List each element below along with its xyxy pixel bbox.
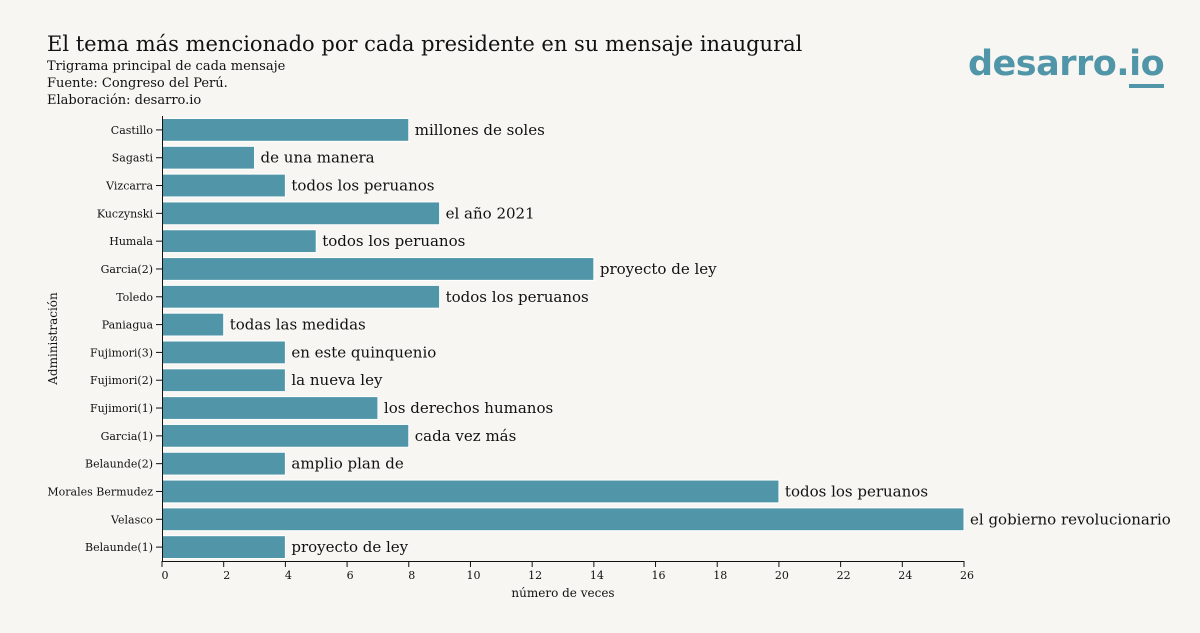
bar <box>161 284 441 309</box>
y-tick-label: Garcia(1) <box>101 430 153 443</box>
chart-credit: Elaboración: desarro.io <box>47 93 202 108</box>
chart-title: El tema más mencionado por cada presiden… <box>47 32 803 56</box>
bar <box>161 229 317 254</box>
bar <box>161 535 286 559</box>
x-tick-label: 0 <box>162 569 169 582</box>
y-tick-label: Fujimori(3) <box>90 346 153 359</box>
x-tick-label: 26 <box>960 569 974 582</box>
bar-data-label: proyecto de ley <box>291 538 408 556</box>
logo-main: desarro. <box>968 44 1130 84</box>
x-tick-label: 12 <box>528 569 542 582</box>
y-axis-title: Administración <box>46 292 60 386</box>
x-tick-label: 22 <box>837 569 851 582</box>
x-tick-label: 14 <box>590 569 604 582</box>
x-tick-label: 18 <box>713 569 727 582</box>
bar-data-label: cada vez más <box>415 427 517 445</box>
bar-data-label: el año 2021 <box>446 204 535 222</box>
x-axis-title: número de veces <box>511 586 614 600</box>
bar-data-label: proyecto de ley <box>600 260 717 278</box>
chart-subtitle: Trigrama principal de cada mensaje <box>47 59 286 74</box>
x-tick-label: 24 <box>898 569 912 582</box>
x-tick-label: 2 <box>223 569 230 582</box>
bar-data-label: todos los peruanos <box>322 232 465 250</box>
logo-suffix: io <box>1129 44 1165 88</box>
bar <box>161 451 286 476</box>
bar-data-label: todos los peruanos <box>446 288 589 306</box>
y-tick-label: Kuczynski <box>97 207 154 220</box>
y-tick-label: Fujimori(2) <box>90 374 153 387</box>
y-tick-label: Sagasti <box>112 152 154 165</box>
y-tick-label: Humala <box>109 235 153 248</box>
bar-data-label: los derechos humanos <box>384 399 553 417</box>
y-tick-label: Castillo <box>111 124 154 137</box>
bar <box>161 257 595 281</box>
bar-data-label: todos los peruanos <box>291 177 434 195</box>
y-tick-label: Vizcarra <box>105 180 153 193</box>
desarro-logo: desarro.io <box>968 44 1165 88</box>
y-tick-label: Belaunde(1) <box>85 541 153 554</box>
bar-data-label: el gobierno revolucionario <box>970 510 1171 528</box>
x-tick-label: 6 <box>347 569 354 582</box>
bar-data-label: la nueva ley <box>291 371 383 389</box>
x-tick-label: 16 <box>652 569 666 582</box>
bar-data-label: millones de soles <box>415 121 545 139</box>
x-tick-label: 4 <box>285 569 292 582</box>
bar <box>161 396 379 420</box>
bar <box>161 118 410 142</box>
y-tick-label: Toledo <box>116 291 153 304</box>
chart-source: Fuente: Congreso del Perú. <box>47 76 228 91</box>
bar <box>161 201 441 226</box>
y-tick-label: Garcia(2) <box>101 263 153 276</box>
x-tick-label: 20 <box>775 569 789 582</box>
bar <box>161 368 286 393</box>
bar-data-label: todos los peruanos <box>785 482 928 500</box>
y-tick-label: Paniagua <box>102 319 154 332</box>
bar-data-label: todas las medidas <box>230 316 366 334</box>
y-tick-label: Velasco <box>110 513 153 526</box>
bar <box>161 312 225 337</box>
x-tick-label: 8 <box>408 569 415 582</box>
y-tick-label: Fujimori(1) <box>90 402 153 415</box>
bar <box>161 507 965 532</box>
chart-header: El tema más mencionado por cada presiden… <box>47 30 802 109</box>
bar-data-label: amplio plan de <box>291 455 404 473</box>
bar <box>161 145 256 170</box>
bar <box>161 423 410 448</box>
bar <box>161 173 286 198</box>
bar <box>161 479 780 504</box>
y-tick-label: Belaunde(2) <box>85 458 153 471</box>
x-tick-label: 10 <box>466 569 480 582</box>
bar-data-label: de una manera <box>261 149 375 167</box>
bar <box>161 340 286 365</box>
y-tick-label: Morales Bermudez <box>47 485 153 498</box>
bar-data-label: en este quinquenio <box>291 343 436 361</box>
